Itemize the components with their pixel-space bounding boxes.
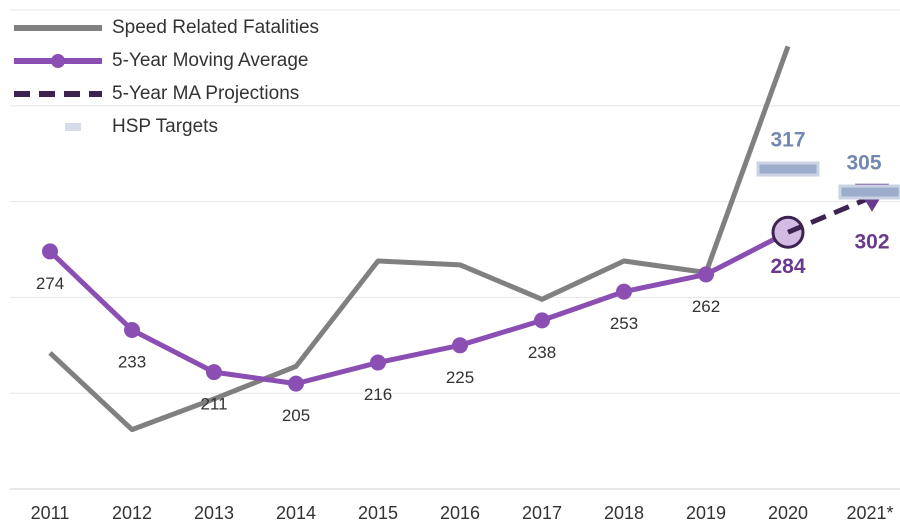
value-label: 233	[118, 352, 146, 371]
value-label: 211	[200, 395, 227, 414]
x-tick-label: 2021*	[846, 503, 893, 523]
target-bar	[756, 161, 820, 177]
value-label: 302	[854, 230, 889, 253]
value-label: 225	[446, 368, 474, 387]
point	[42, 243, 58, 260]
legend-swatch	[65, 123, 81, 131]
x-tick-label: 2012	[112, 503, 152, 523]
value-label: 305	[846, 152, 881, 175]
x-tick-label: 2013	[194, 503, 234, 523]
point	[616, 283, 632, 300]
value-label: 262	[692, 297, 720, 316]
value-label: 238	[528, 343, 556, 362]
point	[206, 364, 222, 381]
value-label: 317	[770, 129, 805, 152]
x-tick-label: 2020	[768, 503, 808, 523]
legend-marker	[51, 54, 65, 68]
series-line	[48, 45, 791, 433]
series-line	[48, 230, 790, 387]
legend-label: HSP Targets	[112, 116, 218, 137]
point	[370, 354, 386, 371]
x-tick-label: 2017	[522, 503, 562, 523]
point	[698, 266, 714, 283]
value-label: 274	[36, 274, 64, 293]
series-line	[787, 195, 871, 235]
x-tick-label: 2014	[276, 503, 316, 523]
value-label: 216	[364, 385, 392, 404]
point	[124, 321, 140, 338]
x-tick-label: 2018	[604, 503, 644, 523]
target-bar	[838, 184, 900, 200]
x-tick-label: 2011	[31, 503, 70, 523]
x-tick-label: 2015	[358, 503, 398, 523]
legend-label: 5-Year Moving Average	[112, 50, 308, 71]
x-tick-label: 2019	[686, 503, 726, 523]
value-label: 205	[282, 406, 310, 425]
point	[452, 337, 468, 354]
value-label: 253	[610, 314, 638, 333]
legend-label: 5-Year MA Projections	[112, 83, 299, 104]
value-label: 284	[770, 255, 805, 278]
x-tick-label: 2016	[440, 503, 480, 523]
point	[534, 312, 550, 329]
point	[288, 375, 304, 392]
legend-label: Speed Related Fatalities	[112, 17, 319, 38]
